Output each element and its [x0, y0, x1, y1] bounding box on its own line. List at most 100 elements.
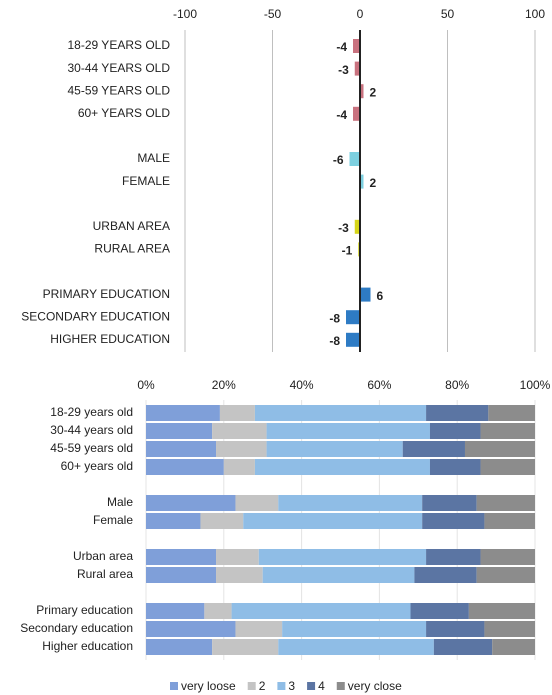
bar: [346, 310, 360, 325]
bar-segment: [146, 513, 201, 529]
bar-segment: [258, 549, 427, 565]
bar: [349, 152, 360, 166]
bar-segment: [219, 405, 255, 421]
bar-segment: [422, 513, 485, 529]
category-label: Rural area: [77, 567, 133, 581]
bar-segment: [426, 405, 489, 421]
data-label: -4: [336, 40, 347, 54]
bar-segment: [480, 549, 535, 565]
bar-segment: [146, 549, 217, 565]
category-label: 45-59 YEARS OLD: [68, 83, 171, 97]
bar-segment: [433, 639, 493, 655]
bar-segment: [476, 567, 535, 583]
bar-segment: [492, 639, 535, 655]
category-label: Female: [93, 513, 133, 527]
category-label: MALE: [137, 151, 170, 165]
bar-segment: [426, 549, 481, 565]
category-label: SECONDARY EDUCATION: [21, 309, 170, 323]
bar-segment: [146, 639, 213, 655]
bar-segment: [204, 603, 232, 619]
bar-segment: [254, 459, 430, 475]
bar-segment: [480, 459, 535, 475]
x-tick-label: 50: [441, 7, 455, 21]
legend-swatch: [307, 682, 316, 690]
category-label: 18-29 years old: [50, 405, 133, 419]
data-label: 2: [370, 85, 377, 99]
data-label: -1: [342, 244, 353, 258]
legend-label: 4: [318, 679, 325, 693]
bar-segment: [488, 405, 535, 421]
bar-segment: [266, 441, 403, 457]
bar-segment: [402, 441, 465, 457]
category-label: Secondary education: [20, 621, 133, 635]
bar-segment: [146, 459, 224, 475]
bar-segment: [146, 603, 205, 619]
bar-segment: [231, 603, 411, 619]
legend-swatch: [277, 682, 286, 690]
legend-label: 3: [288, 679, 295, 693]
x-tick-label: 60%: [367, 378, 391, 392]
data-label: -4: [336, 108, 347, 122]
bar-segment: [278, 495, 423, 511]
x-tick-label: -100: [173, 7, 197, 21]
bar-segment: [476, 495, 535, 511]
bar: [346, 332, 360, 347]
bar-segment: [484, 621, 535, 637]
data-label: 2: [370, 176, 377, 190]
category-label: 18-29 YEARS OLD: [68, 38, 171, 52]
bar-segment: [146, 621, 236, 637]
bar: [360, 174, 364, 189]
bar-segment: [212, 639, 279, 655]
bar-segment: [464, 441, 535, 457]
x-tick-label: 20%: [212, 378, 236, 392]
bar-segment: [468, 603, 535, 619]
bar-segment: [426, 621, 485, 637]
bar-segment: [235, 495, 279, 511]
bar: [353, 39, 360, 53]
bar-segment: [146, 405, 220, 421]
category-label: 45-59 years old: [50, 441, 133, 455]
bar-segment: [282, 621, 427, 637]
category-label: Primary education: [36, 603, 133, 617]
legend-swatch: [247, 682, 256, 690]
category-label: HIGHER EDUCATION: [50, 332, 170, 346]
bar-segment: [146, 423, 213, 439]
bar-segment: [243, 513, 423, 529]
category-label: 30-44 years old: [50, 423, 133, 437]
category-label: Male: [107, 495, 133, 509]
category-label: RURAL AREA: [94, 242, 170, 256]
legend-swatch: [336, 682, 345, 690]
bar: [354, 61, 360, 76]
x-tick-label: 0%: [137, 378, 155, 392]
bar-segment: [235, 621, 283, 637]
category-label: Urban area: [73, 549, 133, 563]
bar-segment: [212, 423, 267, 439]
bar-segment: [429, 423, 481, 439]
bar-segment: [429, 459, 481, 475]
category-label: 60+ years old: [61, 459, 133, 473]
x-tick-label: 100%: [520, 378, 551, 392]
x-tick-label: 40%: [290, 378, 314, 392]
bar-segment: [410, 603, 469, 619]
legend-label: 2: [259, 679, 266, 693]
x-tick-label: 0: [357, 7, 364, 21]
bar-segment: [266, 423, 430, 439]
bar-segment: [216, 549, 259, 565]
bar: [360, 287, 371, 302]
data-label: -3: [338, 63, 349, 77]
bar-segment: [146, 495, 236, 511]
data-label: -3: [338, 221, 349, 235]
x-tick-label: 100: [525, 7, 545, 21]
bar-segment: [216, 567, 263, 583]
legend-label: very loose: [181, 679, 236, 693]
category-label: 60+ YEARS OLD: [78, 106, 170, 120]
x-tick-label: -50: [264, 7, 282, 21]
bar-segment: [254, 405, 427, 421]
bar-segment: [414, 567, 477, 583]
bar: [353, 106, 360, 121]
bar: [360, 84, 364, 99]
data-label: -8: [329, 311, 340, 325]
category-label: 30-44 YEARS OLD: [68, 61, 171, 75]
